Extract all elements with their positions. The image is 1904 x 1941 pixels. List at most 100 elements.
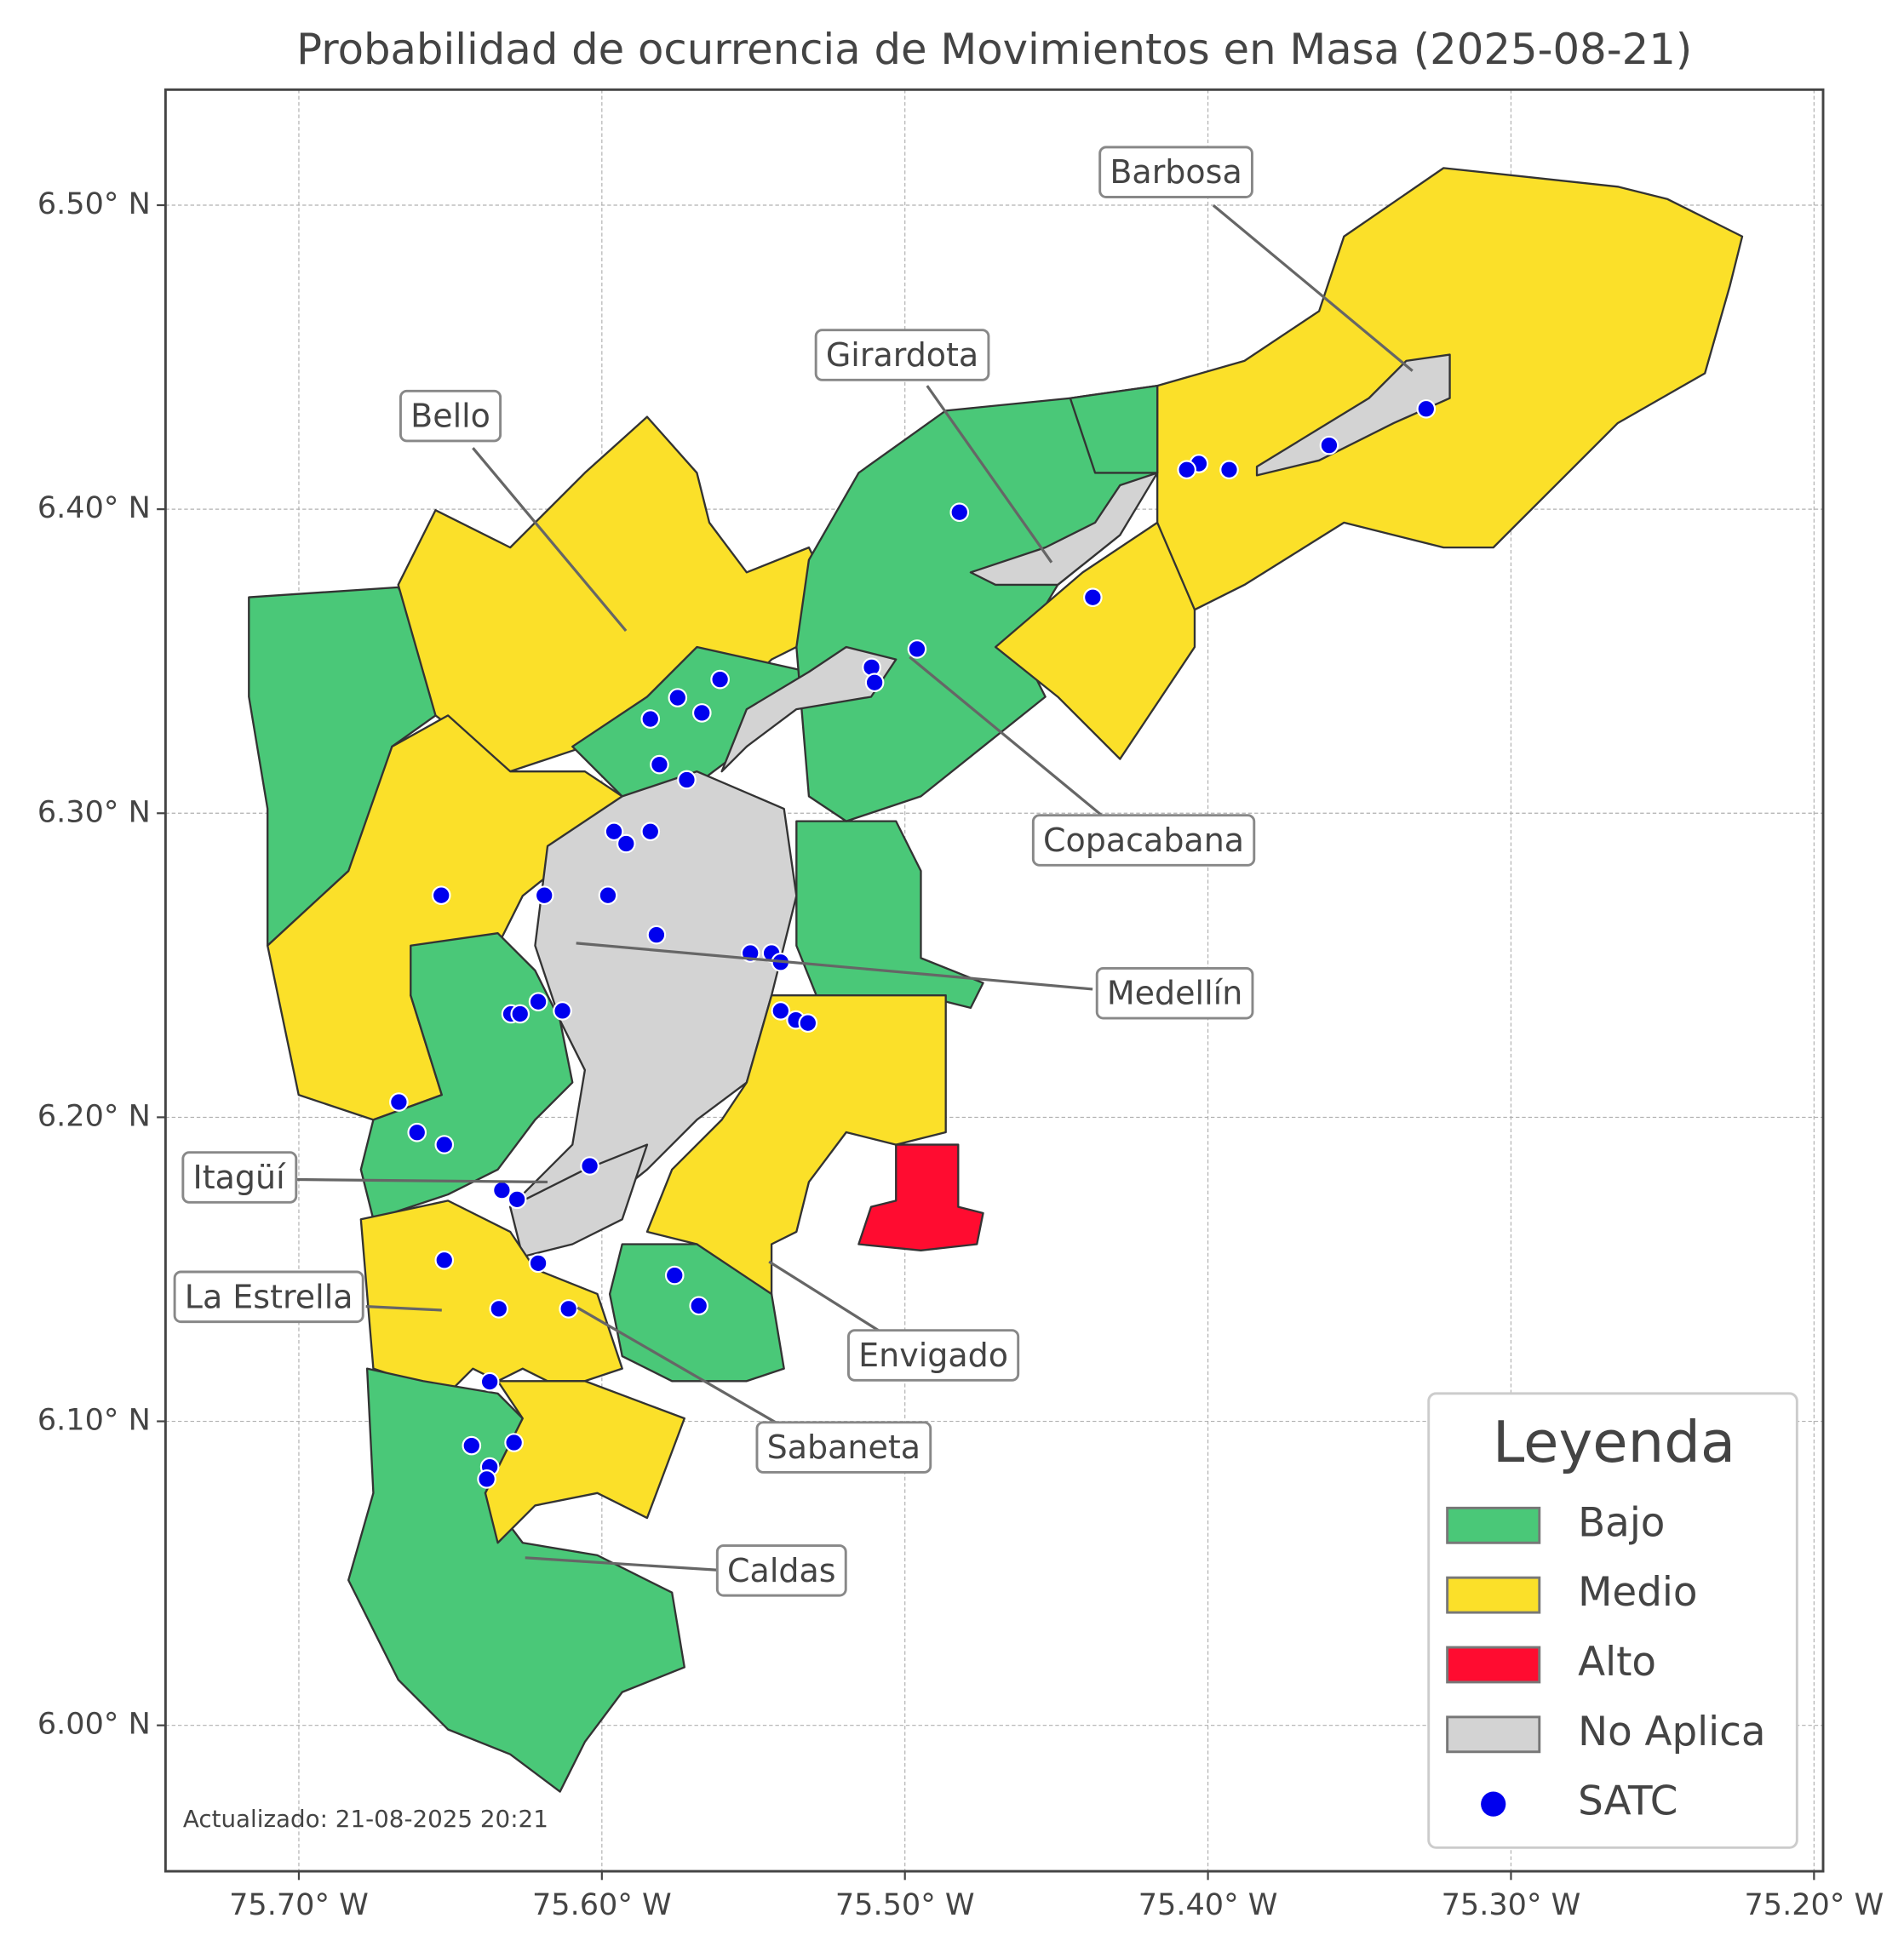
x-tick-label: 75.70° W: [229, 1887, 369, 1922]
satc-point: [528, 1253, 548, 1274]
satc-point: [431, 885, 451, 906]
satc-point: [580, 1156, 599, 1176]
region: [720, 645, 898, 773]
region: [347, 1367, 685, 1793]
legend-label: Medio: [1578, 1570, 1697, 1616]
satc-point: [389, 1092, 409, 1112]
annotation-label: Sabaneta: [767, 1429, 920, 1466]
arrow: [926, 385, 1053, 564]
satc-point: [507, 1189, 527, 1210]
legend: Leyenda Bajo Medio Alto No Aplica SATC: [1427, 1392, 1798, 1849]
satc-point: [949, 502, 970, 523]
annotation-box: [1098, 146, 1253, 198]
legend-title: Leyenda: [1493, 1409, 1735, 1475]
arrow: [909, 656, 1103, 816]
region: [795, 820, 984, 1010]
annotation-box: [399, 389, 502, 443]
satc-point: [677, 770, 697, 790]
satc-point: [1083, 587, 1103, 608]
satc-point: [434, 1135, 455, 1154]
arrow: [365, 1304, 442, 1312]
annotation-box: [181, 1151, 298, 1204]
satc-point: [864, 673, 885, 693]
legend-swatch: [1446, 1506, 1541, 1544]
arrow: [768, 1260, 891, 1339]
x-tick-label: 75.40° W: [1138, 1887, 1278, 1922]
satc-point: [462, 1435, 482, 1456]
annotation-arrows: [295, 203, 1414, 1572]
annotation-box: [715, 1544, 847, 1597]
satc-point: [907, 639, 927, 659]
satc-point: [477, 1469, 496, 1489]
y-tick-label: 6.30° N: [37, 794, 151, 829]
satc-point: [650, 754, 669, 775]
regions: [248, 167, 1744, 1793]
x-tick-label: 75.30° W: [1442, 1887, 1581, 1922]
annotations: Barbosa Girardota Bello Copacabana Medellín I…: [173, 146, 1256, 1597]
arrow: [472, 447, 628, 633]
annotation-label: Bello: [410, 398, 490, 435]
region: [969, 472, 1159, 587]
satc-point: [640, 822, 661, 842]
legend-label: Bajo: [1578, 1500, 1665, 1546]
y-tick-label: 6.40° N: [37, 490, 151, 525]
satc-point: [598, 885, 618, 906]
annotation-label: Barbosa: [1110, 153, 1242, 191]
satc-point: [559, 1299, 579, 1319]
annotation-box: [1095, 966, 1254, 1020]
annotation-label: Girardota: [826, 336, 978, 374]
legend-swatch: [1446, 1576, 1541, 1614]
annotation-box: [1031, 814, 1256, 867]
y-tick-label: 6.20° N: [37, 1098, 151, 1133]
region: [1255, 353, 1451, 477]
satc-point: [1416, 398, 1437, 419]
region: [484, 1380, 685, 1544]
annotation-box: [814, 329, 990, 381]
y-tick-label: 6.00° N: [37, 1707, 151, 1742]
region: [994, 521, 1196, 760]
satc-point: [604, 822, 624, 842]
arrow: [525, 1556, 720, 1572]
annotation-label: Medellín: [1107, 975, 1242, 1012]
annotation-label: La Estrella: [185, 1278, 353, 1315]
x-tick-label: 75.20° W: [1744, 1887, 1884, 1922]
footnote: Actualizado: 21-08-2025 20:21: [183, 1805, 548, 1833]
satc-point: [1319, 435, 1339, 455]
x-tick-label: 75.50° W: [835, 1887, 975, 1922]
satc-point: [640, 709, 661, 729]
satc-point: [689, 1296, 709, 1316]
legend-swatch: [1446, 1646, 1541, 1684]
satc-point: [489, 1299, 509, 1319]
satc-point: [1219, 460, 1239, 480]
satc-point: [553, 1001, 572, 1021]
annotation-label: Itagüí: [193, 1159, 287, 1196]
annotation-box: [755, 1421, 932, 1474]
satc-point: [691, 703, 712, 723]
satc-point: [616, 833, 636, 854]
satc-point: [510, 1004, 530, 1024]
legend-label: SATC: [1578, 1779, 1677, 1825]
annotation-label: Copacabana: [1043, 822, 1244, 859]
legend-marker: [1481, 1791, 1506, 1817]
plot-frame: [163, 88, 1825, 1873]
legend-swatch: [1446, 1715, 1541, 1754]
arrow: [576, 1306, 791, 1433]
region: [857, 1143, 984, 1251]
y-tick-label: 6.50° N: [37, 186, 151, 221]
satc-point: [798, 1013, 818, 1033]
chart-title: Probabilidad de ocurrencia de Movimiento…: [296, 25, 1692, 74]
satc-point: [646, 925, 667, 945]
annotation-label: Envigado: [858, 1337, 1008, 1374]
satc-point: [710, 669, 730, 690]
satc-point: [407, 1122, 427, 1142]
satc-point: [434, 1250, 455, 1270]
legend-label: No Aplica: [1578, 1709, 1765, 1755]
annotation-box: [173, 1270, 364, 1324]
y-tick-label: 6.10° N: [37, 1403, 151, 1438]
region: [645, 994, 947, 1320]
satc-point: [534, 885, 554, 906]
satc-points: [389, 398, 1437, 1489]
satc-point: [668, 688, 688, 707]
